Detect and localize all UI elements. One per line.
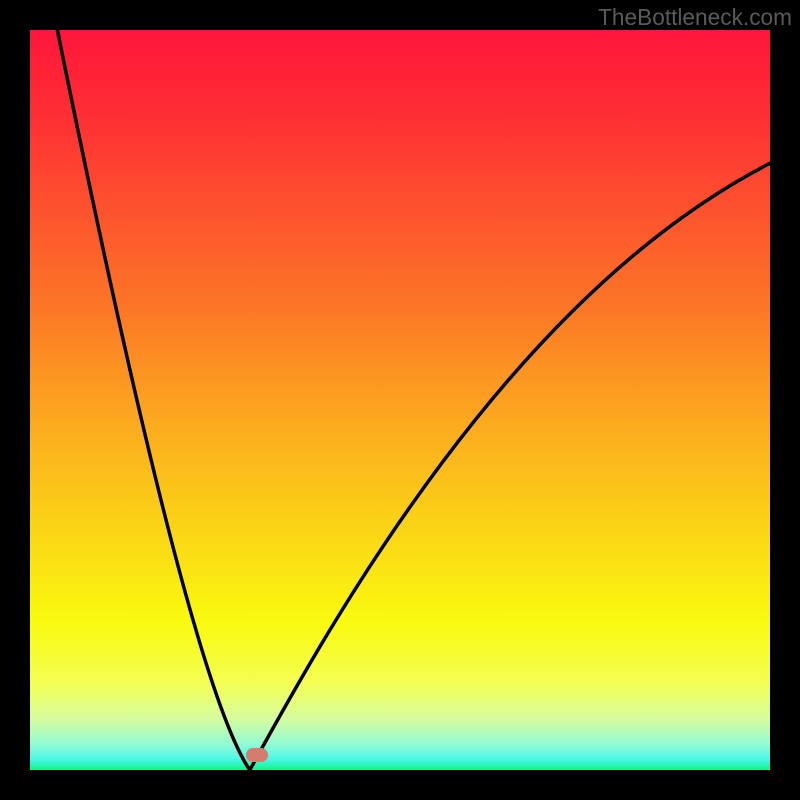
bottleneck-curve [30, 30, 770, 770]
chart-frame: TheBottleneck.com [0, 0, 800, 800]
plot-area [30, 30, 770, 770]
optimum-marker [246, 748, 268, 762]
watermark-label: TheBottleneck.com [598, 4, 792, 31]
